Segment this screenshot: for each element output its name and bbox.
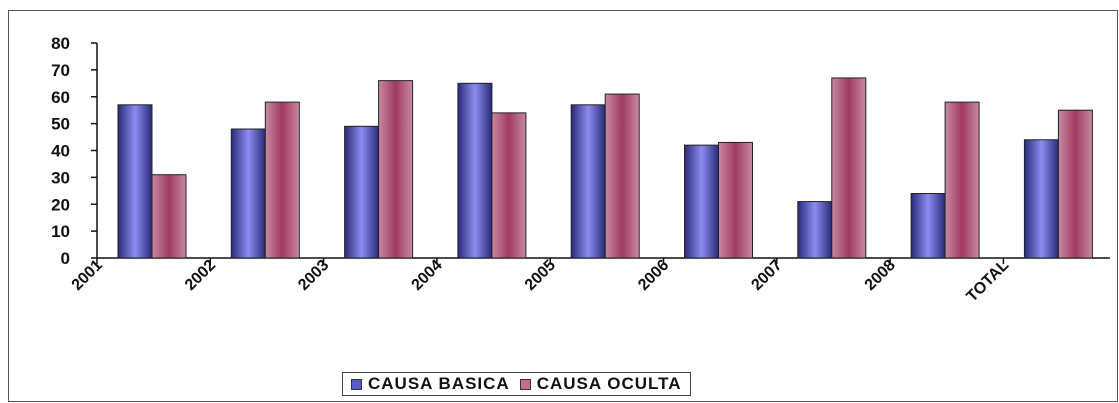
y-tick-label: 30	[51, 168, 70, 187]
y-tick-label: 20	[51, 195, 70, 214]
bar-causa-oculta-2005	[604, 93, 640, 259]
bar-causa-basica-2008	[910, 193, 946, 259]
bar-causa-oculta-2002	[264, 101, 300, 259]
x-tick-label: 2005	[522, 257, 559, 294]
bar-causa-oculta-total	[1057, 109, 1093, 259]
y-tick-label: 80	[51, 34, 70, 53]
bar-causa-oculta-2007	[831, 77, 867, 259]
bar-causa-basica-total	[1023, 139, 1059, 259]
bar-causa-basica-2005	[570, 104, 606, 259]
y-tick-label: 70	[51, 61, 70, 80]
x-tick-label: 2007	[748, 257, 785, 294]
bar-causa-basica-2007	[797, 201, 833, 259]
y-tick-label: 50	[51, 115, 70, 134]
bar-causa-oculta-2006	[718, 141, 753, 259]
bar-causa-basica-2003	[344, 125, 380, 259]
y-tick-marks	[91, 42, 97, 259]
legend-swatch-series-1	[351, 378, 362, 390]
x-tick-labels: 2001 2002 2003 2004 2005 2006 2007 2008 TOTAL	[69, 257, 1013, 306]
bars	[117, 77, 1093, 259]
bar-causa-basica-2001	[117, 104, 153, 259]
legend-item-series-2: CAUSA OCULTA	[519, 374, 682, 394]
x-tick-label: 2003	[295, 257, 332, 294]
bar-causa-oculta-2008	[944, 101, 980, 259]
x-tick-label: 2004	[409, 257, 446, 294]
y-tick-label: 10	[51, 222, 70, 241]
bar-causa-basica-2004	[457, 82, 493, 259]
y-tick-label: 40	[51, 142, 70, 161]
bar-causa-oculta-2003	[378, 80, 414, 259]
legend-label-series-1: CAUSA BASICA	[368, 374, 510, 393]
x-tick-label: 2006	[635, 257, 672, 294]
x-tick-label: 2002	[182, 257, 219, 294]
x-tick-label: 2008	[862, 257, 899, 294]
legend-swatch-series-2	[519, 378, 531, 390]
legend-item-series-1: CAUSA BASICA	[351, 374, 510, 394]
y-tick-label: 0	[61, 249, 70, 268]
legend-label-series-2: CAUSA OCULTA	[536, 374, 682, 393]
x-tick-label: TOTAL	[964, 257, 1013, 306]
y-tick-labels: 0 10 20 30 40 50 60 70 80	[51, 34, 70, 268]
legend: CAUSA BASICA CAUSA OCULTA	[342, 372, 691, 396]
bar-causa-basica-2002	[230, 128, 266, 259]
bar-causa-oculta-2001	[151, 174, 187, 259]
x-tick-label: 2001	[69, 257, 106, 294]
x-tick-marks	[96, 258, 1005, 264]
y-tick-label: 60	[51, 88, 70, 107]
bar-causa-basica-2006	[684, 144, 719, 259]
bar-causa-oculta-2004	[491, 112, 527, 259]
